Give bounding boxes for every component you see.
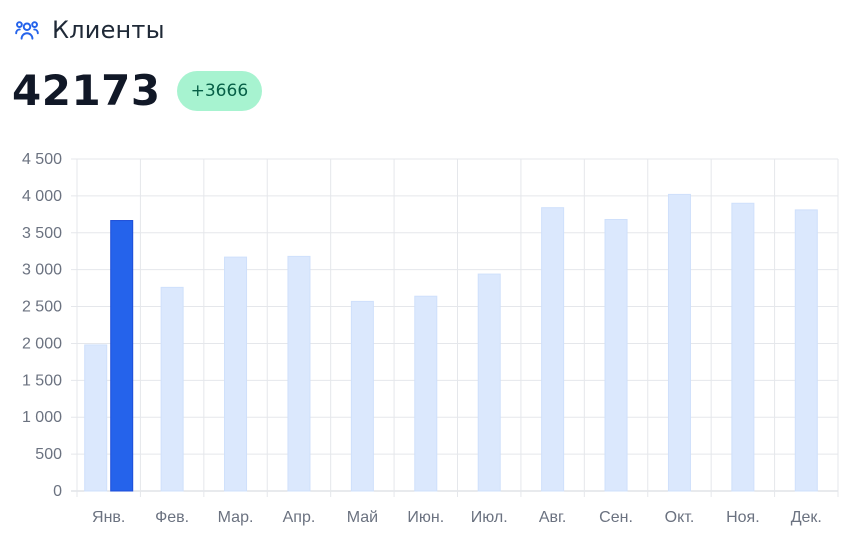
bar (731, 202, 755, 492)
bar (794, 209, 818, 492)
y-tick-label: 0 (53, 483, 62, 500)
bar (414, 295, 438, 492)
bar (84, 344, 108, 492)
bar (604, 218, 628, 492)
y-tick-label: 500 (35, 446, 62, 463)
widget-title: Клиенты (52, 16, 165, 44)
y-tick-label: 2 000 (22, 335, 62, 352)
users-icon (14, 17, 40, 43)
y-tick-label: 1 000 (22, 409, 62, 426)
x-tick-label: Фев. (155, 509, 189, 526)
x-tick-label: Мар. (218, 509, 254, 526)
x-tick-label: Сен. (599, 509, 633, 526)
x-tick-label: Янв. (92, 509, 125, 526)
x-tick-label: Ноя. (726, 509, 760, 526)
x-tick-label: Авг. (539, 509, 567, 526)
metric-row: 42173 +3666 (12, 66, 263, 115)
bar (350, 300, 374, 492)
x-tick-label: Дек. (791, 509, 822, 526)
bar-highlighted (110, 220, 134, 492)
y-tick-label: 3 500 (22, 225, 62, 242)
bar (477, 273, 501, 492)
bar (287, 255, 311, 492)
x-tick-label: Окт. (665, 509, 695, 526)
y-tick-label: 4 000 (22, 188, 62, 205)
x-tick-label: Июл. (471, 509, 508, 526)
bar (541, 207, 565, 492)
bar (224, 256, 248, 492)
x-tick-label: Июн. (407, 509, 444, 526)
widget-header: Клиенты (14, 16, 165, 44)
x-tick-label: Апр. (283, 509, 316, 526)
y-tick-label: 4 500 (22, 151, 62, 168)
y-tick-label: 1 500 (22, 372, 62, 389)
x-tick-label: Май (347, 509, 378, 526)
metric-value: 42173 (12, 66, 161, 115)
change-badge: +3666 (176, 70, 263, 111)
bar (667, 193, 691, 492)
bar (160, 286, 184, 492)
y-tick-label: 3 000 (22, 262, 62, 279)
y-tick-label: 2 500 (22, 299, 62, 316)
